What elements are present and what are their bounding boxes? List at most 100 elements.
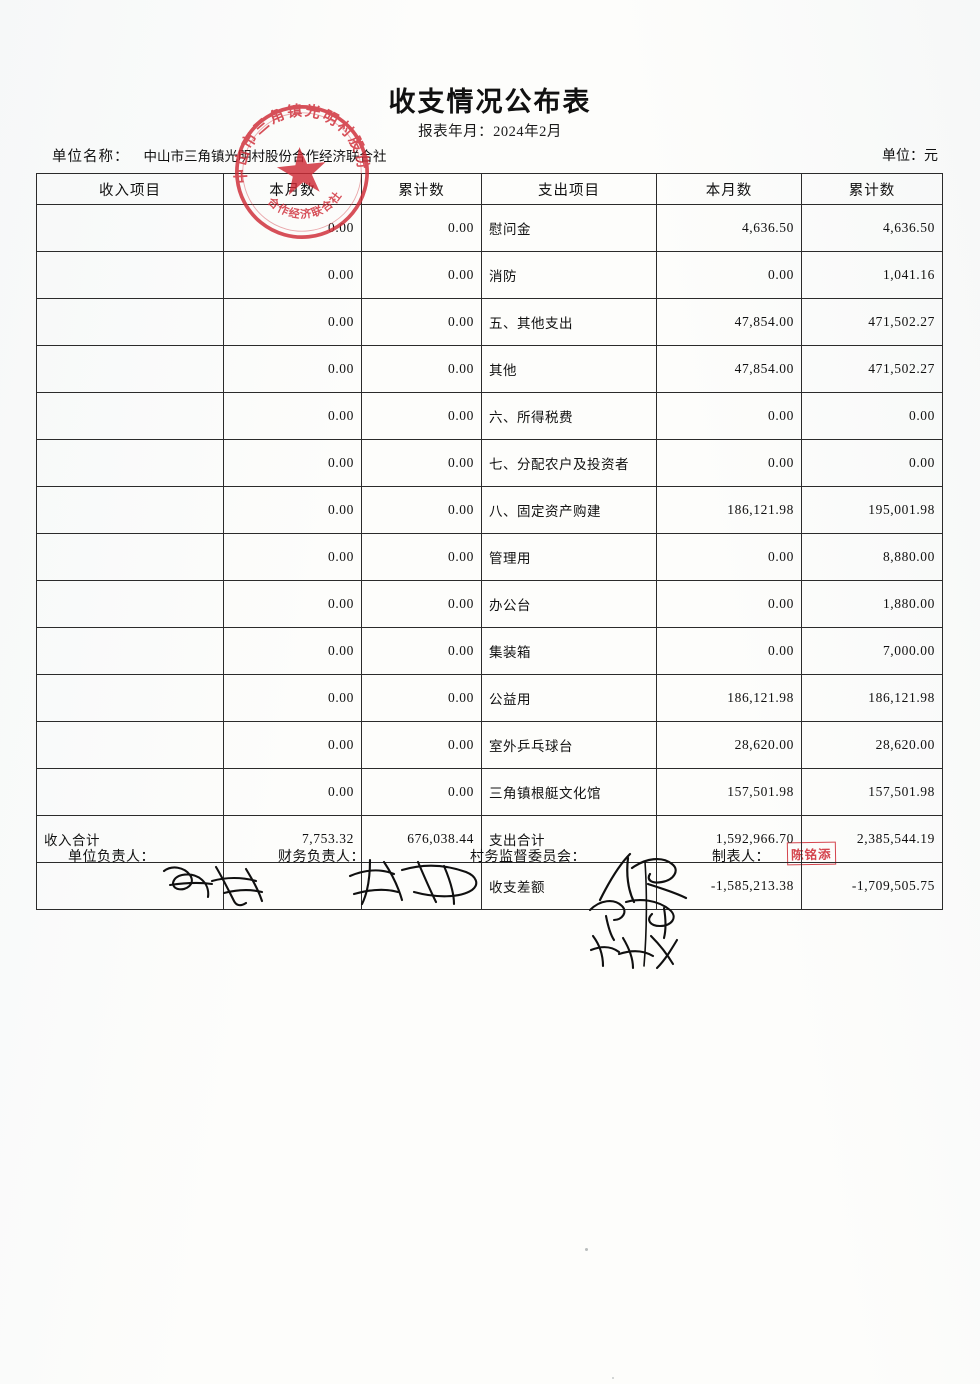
header-expense-total: 累计数 xyxy=(801,173,943,205)
cell-income-total: 0.00 xyxy=(361,486,482,534)
totals-row: 收入合计 7,753.32 676,038.44 支出合计 1,592,966.70 2,… xyxy=(36,815,943,863)
cell-expense-item: 五、其他支出 xyxy=(481,298,657,346)
cell-income-total-label: 收入合计 xyxy=(36,815,224,863)
unit-name-value: 中山市三角镇光明村股份合作经济联合社 xyxy=(143,149,387,164)
table-header-row: 收入项目 本月数 累计数 支出项目 本月数 累计数 xyxy=(36,173,943,205)
cell-expense-month: 0.00 xyxy=(656,627,802,675)
cell-expense-item: 室外乒乓球台 xyxy=(481,721,657,769)
preparer-label: 制表人： xyxy=(712,850,770,865)
table-row: 0.00 0.00 七、分配农户及投资者 0.00 0.00 xyxy=(36,439,943,487)
cell-income-month: 0.00 xyxy=(223,721,362,769)
cell-expense-total: 471,502.27 xyxy=(801,345,943,393)
cell-expense-month: 186,121.98 xyxy=(656,486,802,534)
header-income-month: 本月数 xyxy=(223,173,362,205)
table-row: 0.00 0.00 公益用 186,121.98 186,121.98 xyxy=(36,674,943,722)
cell-expense-total: 0.00 xyxy=(801,439,943,487)
cell-expense-total: 186,121.98 xyxy=(801,674,943,722)
cell-income-month: 0.00 xyxy=(223,674,362,722)
cell-income-month: 0.00 xyxy=(223,204,362,252)
cell-expense-item: 办公台 xyxy=(481,580,657,628)
table-row: 0.00 0.00 消防 0.00 1,041.16 xyxy=(36,251,943,299)
header-expense-month: 本月数 xyxy=(656,173,802,205)
cell-expense-item: 其他 xyxy=(481,345,657,393)
balance-row: 收支差额 -1,585,213.38 -1,709,505.75 xyxy=(36,862,943,910)
cell-expense-month: 0.00 xyxy=(656,580,802,628)
header-income-total: 累计数 xyxy=(361,173,482,205)
cell-expense-month: 28,620.00 xyxy=(656,721,802,769)
supervision-signature-3 xyxy=(589,934,679,970)
cell-expense-item: 公益用 xyxy=(481,674,657,722)
table-row: 0.00 0.00 其他 47,854.00 471,502.27 xyxy=(36,345,943,393)
cell-expense-month: 47,854.00 xyxy=(656,345,802,393)
cell-income-item xyxy=(36,251,224,299)
table-row: 0.00 0.00 三角镇根艇文化馆 157,501.98 157,501.98 xyxy=(36,768,943,816)
cell-income-item xyxy=(36,392,224,440)
cell-expense-item: 六、所得税费 xyxy=(481,392,657,440)
cell-expense-total: 28,620.00 xyxy=(801,721,943,769)
table-body: 0.00 0.00 慰问金 4,636.50 4,636.50 0.00 0.00 消防 0.0… xyxy=(36,204,943,910)
cell-income-total: 0.00 xyxy=(361,580,482,628)
table-row: 0.00 0.00 五、其他支出 47,854.00 471,502.27 xyxy=(36,298,943,346)
cell-income-month: 0.00 xyxy=(223,627,362,675)
cell-expense-item: 管理用 xyxy=(481,533,657,581)
cell-income-total: 0.00 xyxy=(361,298,482,346)
cell-expense-total: 157,501.98 xyxy=(801,768,943,816)
cell-expense-month: 0.00 xyxy=(656,392,802,440)
currency-unit-note: 单位：元 xyxy=(882,149,938,164)
cell-income-total: 0.00 xyxy=(361,251,482,299)
scan-speck xyxy=(585,1248,588,1251)
cell-income-month: 0.00 xyxy=(223,251,362,299)
cell-expense-item: 八、固定资产购建 xyxy=(481,486,657,534)
cell-income-total: 0.00 xyxy=(361,768,482,816)
table-row: 0.00 0.00 六、所得税费 0.00 0.00 xyxy=(36,392,943,440)
finance-head-label: 财务负责人： xyxy=(278,850,365,865)
supervision-committee-label: 村务监督委员会： xyxy=(470,850,586,865)
cell-expense-item: 消防 xyxy=(481,251,657,299)
table-row: 0.00 0.00 八、固定资产购建 186,121.98 195,001.98 xyxy=(36,486,943,534)
unit-name-label: 单位名称： xyxy=(52,149,130,165)
cell-expense-total: 7,000.00 xyxy=(801,627,943,675)
page-title: 收支情况公布表 xyxy=(388,87,592,117)
cell-income-total: 0.00 xyxy=(361,392,482,440)
header-income-item: 收入项目 xyxy=(36,173,224,205)
cell-expense-month: 0.00 xyxy=(656,251,802,299)
cell-expense-month: 47,854.00 xyxy=(656,298,802,346)
cell-expense-total: 1,880.00 xyxy=(801,580,943,628)
cell-expense-item: 慰问金 xyxy=(481,204,657,252)
unit-name-line: 单位名称： 中山市三角镇光明村股份合作经济联合社 xyxy=(52,145,387,166)
cell-income-total: 0.00 xyxy=(361,345,482,393)
cell-income-month: 0.00 xyxy=(223,533,362,581)
cell-income-item xyxy=(36,580,224,628)
cell-expense-total: 8,880.00 xyxy=(801,533,943,581)
cell-income-item xyxy=(36,486,224,534)
cell-income-item xyxy=(36,533,224,581)
cell-expense-total-cumulative: 2,385,544.19 xyxy=(801,815,943,863)
cell-income-total: 0.00 xyxy=(361,627,482,675)
cell-income-month: 0.00 xyxy=(223,439,362,487)
signature-row: 单位负责人： 财务负责人： 村务监督委员会： 制表人： xyxy=(0,846,980,876)
table-row: 0.00 0.00 管理用 0.00 8,880.00 xyxy=(36,533,943,581)
cell-expense-total: 0.00 xyxy=(801,392,943,440)
cell-income-item xyxy=(36,721,224,769)
cell-expense-total: 4,636.50 xyxy=(801,204,943,252)
table-row: 0.00 0.00 办公台 0.00 1,880.00 xyxy=(36,580,943,628)
cell-expense-item: 三角镇根艇文化馆 xyxy=(481,768,657,816)
cell-income-total: 0.00 xyxy=(361,674,482,722)
table-row: 0.00 0.00 集装箱 0.00 7,000.00 xyxy=(36,627,943,675)
cell-income-month: 0.00 xyxy=(223,580,362,628)
cell-expense-month: 186,121.98 xyxy=(656,674,802,722)
cell-income-item xyxy=(36,345,224,393)
cell-expense-total: 1,041.16 xyxy=(801,251,943,299)
cell-income-month: 0.00 xyxy=(223,345,362,393)
table-row: 0.00 0.00 慰问金 4,636.50 4,636.50 xyxy=(36,204,943,252)
cell-expense-month: 0.00 xyxy=(656,439,802,487)
cell-income-item xyxy=(36,298,224,346)
scan-speck xyxy=(612,1377,614,1379)
income-expense-table: 收入项目 本月数 累计数 支出项目 本月数 累计数 0.00 0.00 慰问金 4,6… xyxy=(36,173,943,910)
report-period: 报表年月：2024年2月 xyxy=(418,124,562,140)
cell-expense-total: 195,001.98 xyxy=(801,486,943,534)
cell-income-total: 0.00 xyxy=(361,439,482,487)
cell-expense-item: 集装箱 xyxy=(481,627,657,675)
cell-income-item xyxy=(36,768,224,816)
